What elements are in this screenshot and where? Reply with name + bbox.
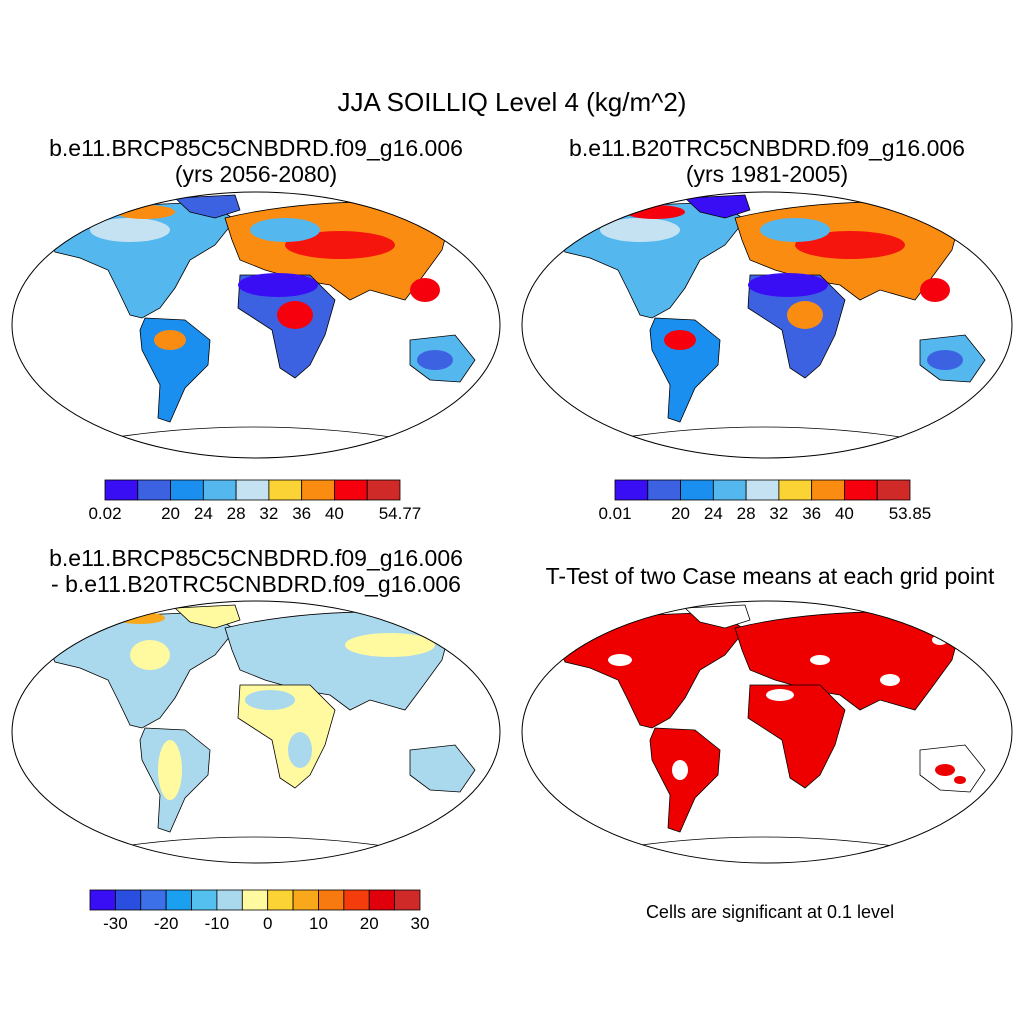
colorbar-swatch (680, 479, 714, 501)
panel2-title-line2: (yrs 1981-2005) (685, 161, 849, 188)
africa (747, 684, 846, 789)
map-panel-difference (11, 600, 501, 864)
panel3-title: b.e11.BRCP85C5CNBDRD.f09_g16.006 - b.e11… (10, 545, 502, 598)
colorbar-swatch (137, 479, 171, 501)
panel3-title-line2: - b.e11.B20TRC5CNBDRD.f09_g16.006 (51, 571, 461, 598)
greenland (684, 604, 751, 629)
colorbar-swatch (104, 479, 139, 501)
colorbar-swatch (191, 889, 218, 911)
colorbar-tick-label: 20 (360, 914, 379, 933)
south-america (649, 727, 721, 833)
colorbar-difference: -30 -20 -10 0 10 20 30 (89, 889, 430, 933)
colorbar-tick-label: 0 (263, 914, 272, 933)
colorbar-tick-label: 20 (161, 504, 180, 523)
panel2-title: b.e11.B20TRC5CNBDRD.f09_g16.006 (yrs 198… (520, 135, 1014, 188)
colorbar-tick-label: 36 (292, 504, 311, 523)
climate-patches-historical (600, 205, 963, 370)
panel1-title-line2: (yrs 2056-2080) (174, 161, 338, 188)
colorbar-swatch (235, 479, 270, 501)
colorbar-swatch (318, 889, 345, 911)
colorbar-swatch (334, 479, 368, 501)
africa (237, 684, 336, 789)
panel2-title-line1: b.e11.B20TRC5CNBDRD.f09_g16.006 (569, 135, 965, 161)
colorbar-swatch (811, 479, 845, 501)
colorbar-swatch (366, 479, 401, 501)
panel1-title-line1: b.e11.BRCP85C5CNBDRD.f09_g16.006 (49, 135, 463, 161)
climate-patches-future (90, 205, 453, 370)
colorbar-tick-label: 24 (704, 504, 723, 523)
colorbar-swatch (267, 889, 294, 911)
colorbar-swatch (647, 479, 681, 501)
scattered-significant-cells (935, 764, 966, 784)
colorbar-swatch (368, 889, 396, 911)
colorbar-future: 0.02 20 24 28 32 36 40 54.77 (88, 479, 422, 523)
map-panel-significance (521, 600, 1013, 864)
colorbar-tick-label: 36 (802, 504, 821, 523)
colorbar-swatch (844, 479, 878, 501)
colorbar-swatch (140, 889, 167, 911)
colorbar-tick-label: 40 (325, 504, 344, 523)
colorbar-swatch (712, 479, 747, 501)
colorbar-swatch (170, 479, 204, 501)
map-border (11, 191, 501, 459)
panel4-title: T-Test of two Case means at each grid po… (545, 563, 995, 589)
greenland (684, 194, 751, 219)
greenland (174, 604, 241, 629)
colorbar-tick-label: 28 (737, 504, 756, 523)
figure-title: JJA SOILLIQ Level 4 (kg/m^2) (337, 87, 687, 117)
colorbar-swatch (216, 889, 243, 911)
panel3-title-line1: b.e11.BRCP85C5CNBDRD.f09_g16.006 (49, 545, 463, 571)
colorbar-swatch (343, 889, 370, 911)
colorbar-swatch (268, 479, 303, 501)
colorbar-tick-label: -20 (154, 914, 179, 933)
map-panel-future (11, 191, 501, 459)
colorbar-swatch (876, 479, 911, 501)
colorbar-tick-label: 53.85 (889, 504, 932, 523)
colorbar-tick-label: 32 (769, 504, 788, 523)
continents-significance (559, 604, 986, 863)
colorbar-swatch (114, 889, 142, 911)
colorbar-swatch (89, 889, 116, 911)
colorbar-tick-label: 0.02 (88, 504, 121, 523)
map-panel-historical (521, 191, 1013, 459)
significance-note: Cells are significant at 0.1 level (645, 902, 895, 922)
colorbar-swatch (614, 479, 649, 501)
colorbar-tick-label: 0.01 (598, 504, 631, 523)
colorbar-tick-label: -30 (103, 914, 128, 933)
colorbar-historical: 0.01 20 24 28 32 36 40 53.85 (598, 479, 932, 523)
colorbar-tick-label: 28 (227, 504, 246, 523)
colorbar-tick-label: 40 (835, 504, 854, 523)
australia (409, 744, 476, 793)
colorbar-tick-label: -10 (205, 914, 230, 933)
greenland (174, 194, 241, 219)
colorbar-tick-label: 32 (259, 504, 278, 523)
colorbar-swatch (241, 889, 269, 911)
map-border (11, 600, 501, 864)
colorbar-swatch (301, 479, 335, 501)
colorbar-swatch (292, 889, 319, 911)
colorbar-swatch (165, 889, 192, 911)
panel1-title: b.e11.BRCP85C5CNBDRD.f09_g16.006 (yrs 20… (10, 135, 502, 188)
colorbar-swatch (778, 479, 813, 501)
colorbar-tick-label: 20 (671, 504, 690, 523)
colorbar-tick-label: 10 (309, 914, 328, 933)
map-border (521, 600, 1013, 864)
map-border (521, 191, 1013, 459)
colorbar-tick-label: 24 (194, 504, 213, 523)
colorbar-swatch (745, 479, 780, 501)
colorbar-swatch (394, 889, 421, 911)
colorbar-tick-label: 54.77 (379, 504, 422, 523)
colorbar-tick-label: 30 (411, 914, 430, 933)
colorbar-swatch (202, 479, 237, 501)
